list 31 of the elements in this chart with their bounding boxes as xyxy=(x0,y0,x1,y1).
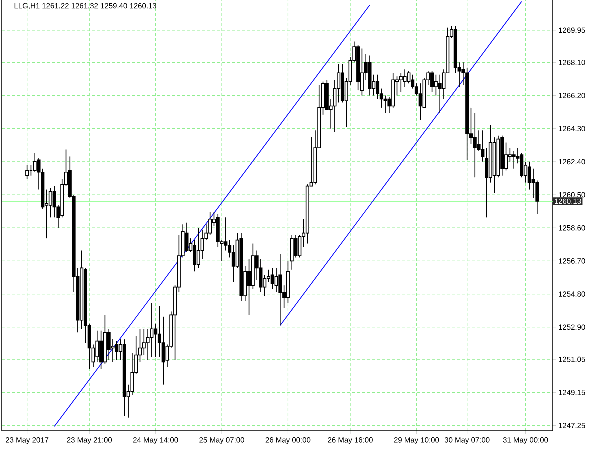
candlestick xyxy=(290,234,294,270)
candlestick xyxy=(216,214,220,248)
candlestick xyxy=(270,268,274,290)
candlestick xyxy=(185,222,189,253)
candlestick xyxy=(473,112,477,178)
candlestick xyxy=(418,83,422,121)
candlestick xyxy=(52,186,56,218)
candlestick xyxy=(512,151,516,170)
candlestick xyxy=(96,330,100,363)
candlestick xyxy=(278,254,282,326)
candlestick xyxy=(392,72,396,108)
candlestick xyxy=(438,74,442,114)
candlestick xyxy=(528,162,532,190)
candlestick xyxy=(162,316,166,386)
candlestick xyxy=(150,302,154,358)
candlestick xyxy=(259,259,263,293)
candlestick xyxy=(532,168,536,199)
candlestick xyxy=(130,353,134,396)
candlestick xyxy=(403,69,407,88)
candlestick xyxy=(536,180,540,215)
candlestick xyxy=(115,340,119,361)
candlestick xyxy=(248,259,252,316)
candlestick xyxy=(240,232,244,302)
candlestick xyxy=(146,328,150,361)
candlestick xyxy=(384,95,388,114)
candlestick xyxy=(492,137,496,194)
candlestick xyxy=(33,152,37,173)
candlestick xyxy=(107,328,111,361)
candlestick xyxy=(368,55,372,96)
candlestick xyxy=(274,268,278,293)
candlestick xyxy=(399,72,403,93)
